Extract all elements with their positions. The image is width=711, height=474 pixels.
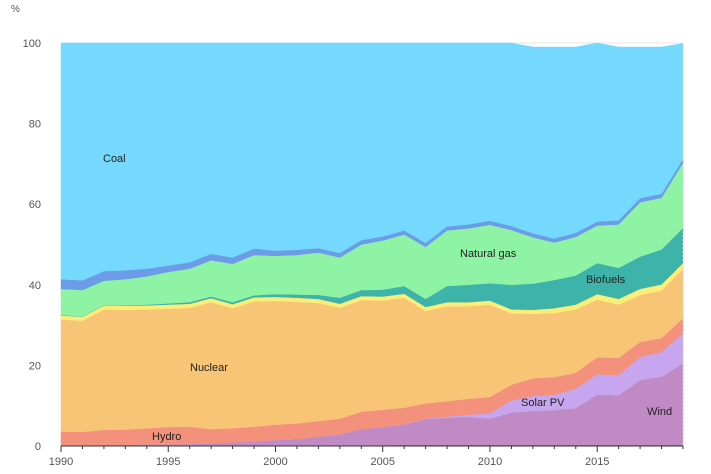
- y-tick-label: 0: [35, 441, 41, 453]
- stacked-areas: [60, 42, 684, 447]
- series-label-solar-pv: Solar PV: [521, 397, 565, 409]
- x-tick-label: 2000: [263, 456, 287, 468]
- x-tick-label: 2005: [370, 456, 394, 468]
- series-labels: Wind Solar PV Hydro Nuclear Biofuels Natural …: [103, 153, 672, 443]
- y-tick-label: 40: [29, 280, 41, 292]
- y-tick-label: 60: [29, 199, 41, 211]
- x-tick-label: 2010: [478, 456, 502, 468]
- x-tick-label: 1995: [156, 456, 180, 468]
- y-tick-label: 20: [29, 360, 41, 372]
- y-tick-label: 80: [29, 119, 41, 131]
- x-tick-label: 1990: [49, 456, 73, 468]
- x-tick-label: 2015: [585, 456, 609, 468]
- series-label-coal: Coal: [103, 153, 126, 165]
- y-unit-label: %: [11, 4, 20, 15]
- series-label-hydro: Hydro: [152, 431, 181, 443]
- y-tick-label: 100: [23, 38, 41, 50]
- series-label-biofuels: Biofuels: [586, 274, 626, 286]
- y-tick-labels: 0 20 40 60 80 100: [23, 38, 41, 453]
- series-label-wind: Wind: [647, 406, 672, 418]
- x-tick-labels: 1990 1995 2000 2005 2010 2015: [49, 456, 610, 468]
- series-label-nuclear: Nuclear: [190, 362, 228, 374]
- axes: [60, 43, 684, 452]
- series-label-natural-gas: Natural gas: [460, 248, 517, 260]
